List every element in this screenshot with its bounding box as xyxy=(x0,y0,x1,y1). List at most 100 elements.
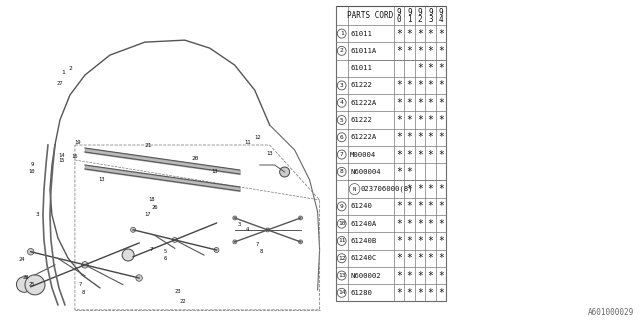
Circle shape xyxy=(298,216,303,220)
Text: *: * xyxy=(396,253,402,263)
Text: *: * xyxy=(428,201,433,212)
Text: *: * xyxy=(417,63,423,73)
Text: 13: 13 xyxy=(211,170,218,174)
Text: 7: 7 xyxy=(340,152,344,157)
Text: 3: 3 xyxy=(428,14,433,24)
Text: *: * xyxy=(406,236,412,246)
Text: *: * xyxy=(428,288,433,298)
Text: *: * xyxy=(406,184,412,194)
Circle shape xyxy=(122,249,134,261)
Text: *: * xyxy=(438,98,444,108)
Text: *: * xyxy=(396,28,402,39)
Text: 6: 6 xyxy=(340,135,344,140)
Text: 3: 3 xyxy=(36,212,40,217)
Text: *: * xyxy=(396,219,402,229)
Circle shape xyxy=(233,216,237,220)
Text: *: * xyxy=(438,236,444,246)
Text: *: * xyxy=(438,253,444,263)
Text: *: * xyxy=(438,115,444,125)
Text: 2: 2 xyxy=(68,66,72,71)
Circle shape xyxy=(214,247,219,252)
Text: *: * xyxy=(406,115,412,125)
Text: 1: 1 xyxy=(407,14,412,24)
Text: 11: 11 xyxy=(338,238,346,244)
Text: *: * xyxy=(438,46,444,56)
Text: 61222: 61222 xyxy=(350,117,372,123)
Text: 8: 8 xyxy=(81,290,84,295)
Text: 18: 18 xyxy=(148,197,155,203)
Text: *: * xyxy=(428,80,433,91)
Text: *: * xyxy=(396,98,402,108)
Text: *: * xyxy=(438,80,444,91)
Text: *: * xyxy=(406,132,412,142)
Text: *: * xyxy=(417,80,423,91)
Text: *: * xyxy=(428,28,433,39)
Text: 61011: 61011 xyxy=(350,31,372,36)
Text: *: * xyxy=(406,28,412,39)
Text: 3: 3 xyxy=(340,83,344,88)
Text: 22: 22 xyxy=(180,299,186,304)
Text: 14: 14 xyxy=(338,290,346,295)
Text: *: * xyxy=(417,149,423,160)
Text: *: * xyxy=(396,80,402,91)
Text: A601000029: A601000029 xyxy=(588,308,634,317)
Text: 13: 13 xyxy=(266,150,273,156)
Text: *: * xyxy=(396,201,402,212)
Text: *: * xyxy=(417,253,423,263)
Circle shape xyxy=(266,228,269,232)
Text: 9: 9 xyxy=(418,8,422,17)
Text: 5: 5 xyxy=(163,249,166,254)
Text: 3: 3 xyxy=(238,222,241,228)
Text: 4: 4 xyxy=(340,100,344,105)
Text: 1: 1 xyxy=(340,31,344,36)
Text: *: * xyxy=(428,46,433,56)
Text: *: * xyxy=(428,219,433,229)
Text: 27: 27 xyxy=(57,81,63,85)
Text: *: * xyxy=(406,80,412,91)
Text: 15: 15 xyxy=(59,158,65,164)
Text: *: * xyxy=(396,132,402,142)
Text: *: * xyxy=(396,46,402,56)
Circle shape xyxy=(25,275,45,295)
Text: *: * xyxy=(406,98,412,108)
Text: 0: 0 xyxy=(397,14,401,24)
Text: 20: 20 xyxy=(191,156,198,161)
Text: 9: 9 xyxy=(428,8,433,17)
Text: *: * xyxy=(417,270,423,281)
Text: 16: 16 xyxy=(72,154,78,158)
Text: 61222: 61222 xyxy=(350,83,372,88)
Text: *: * xyxy=(438,270,444,281)
Text: N600002: N600002 xyxy=(350,273,381,278)
Text: *: * xyxy=(438,201,444,212)
Text: *: * xyxy=(428,63,433,73)
Text: M00004: M00004 xyxy=(350,152,376,157)
Text: *: * xyxy=(417,46,423,56)
Text: 6: 6 xyxy=(163,256,166,261)
Text: 61240C: 61240C xyxy=(350,255,376,261)
Text: *: * xyxy=(396,167,402,177)
Text: 4: 4 xyxy=(246,228,250,232)
Circle shape xyxy=(131,227,136,232)
Text: 023706000(8): 023706000(8) xyxy=(361,186,413,192)
Text: *: * xyxy=(428,149,433,160)
Text: *: * xyxy=(417,98,423,108)
Text: 19: 19 xyxy=(75,140,81,145)
Text: *: * xyxy=(417,288,423,298)
Text: 61011: 61011 xyxy=(350,65,372,71)
Text: *: * xyxy=(396,149,402,160)
Text: 61240: 61240 xyxy=(350,204,372,209)
Text: 61240B: 61240B xyxy=(350,238,376,244)
Text: 11: 11 xyxy=(244,140,251,145)
Text: *: * xyxy=(428,253,433,263)
Text: *: * xyxy=(417,201,423,212)
Text: *: * xyxy=(428,236,433,246)
Text: 61240A: 61240A xyxy=(350,221,376,227)
Text: N: N xyxy=(353,187,356,192)
Text: *: * xyxy=(396,270,402,281)
Text: *: * xyxy=(417,219,423,229)
Text: 8: 8 xyxy=(260,249,263,254)
Text: 24: 24 xyxy=(19,257,25,262)
Text: 25: 25 xyxy=(29,282,35,287)
Text: *: * xyxy=(406,219,412,229)
Text: PARTS CORD: PARTS CORD xyxy=(348,11,394,20)
